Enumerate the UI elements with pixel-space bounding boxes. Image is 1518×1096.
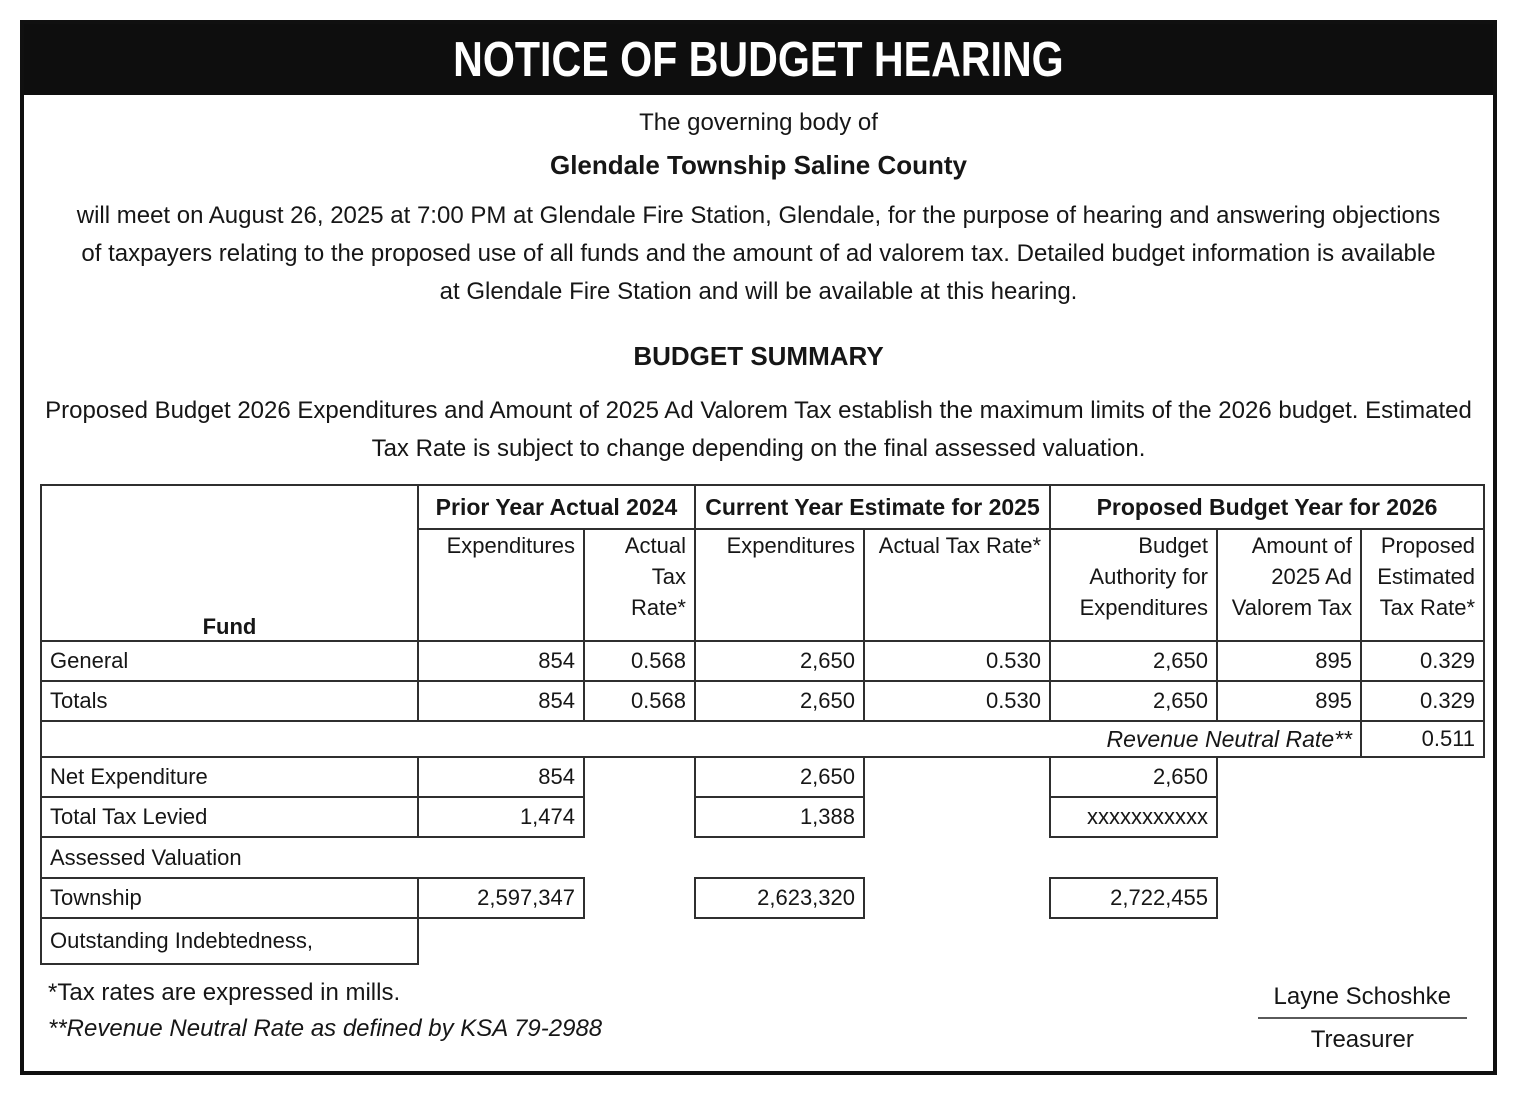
empty-cell — [695, 837, 864, 878]
table-row-revenue-neutral: Revenue Neutral Rate** 0.511 — [39, 720, 1486, 758]
table-cell: 854 — [417, 640, 585, 682]
empty-cell — [418, 837, 584, 878]
table-cell: 0.329 — [1360, 640, 1486, 682]
table-cell: 0.530 — [862, 640, 1052, 682]
table-row-general: General 854 0.568 2,650 0.530 2,650 895 … — [40, 640, 1486, 682]
subheader-expenditures-2024: Expenditures — [417, 528, 585, 642]
empty-cell — [584, 757, 695, 797]
title-bar: NOTICE OF BUDGET HEARING — [24, 24, 1493, 95]
group-header-current-year-2025: Current Year Estimate for 2025 — [693, 484, 1052, 530]
empty-cell — [695, 918, 864, 964]
table-row-total-tax-levied: Total Tax Levied 1,474 1,388 xxxxxxxxxxx — [40, 796, 1484, 838]
signature-title: Treasurer — [1310, 1026, 1414, 1053]
empty-cell — [1361, 797, 1484, 837]
table-sub-header-row: Expenditures Actual Tax Rate* Expenditur… — [41, 528, 1486, 642]
table-cell: 854 — [417, 756, 585, 798]
governing-body-line: The governing body of — [639, 109, 878, 136]
empty-cell — [864, 918, 1050, 964]
empty-cell — [1361, 757, 1484, 797]
empty-cell — [584, 878, 695, 918]
empty-cell — [864, 757, 1050, 797]
table-cell: 1,474 — [417, 796, 585, 838]
table-row-outstanding-indebtedness: Outstanding Indebtedness, — [40, 917, 1484, 965]
signature-block: Layne Schoshke Treasurer — [1257, 983, 1467, 1054]
empty-cell — [1217, 797, 1361, 837]
empty-cell — [584, 918, 695, 964]
table-cell: 854 — [417, 680, 585, 722]
table-cell: 2,597,347 — [417, 877, 585, 919]
subheader-budget-authority: Budget Authority for Expenditures — [1049, 528, 1219, 642]
table-cell: 2,650 — [694, 680, 865, 722]
table-cell: xxxxxxxxxxx — [1049, 796, 1219, 838]
budget-table: Fund Prior Year Actual 2024 Current Year… — [39, 484, 1486, 965]
empty-cell — [1050, 837, 1217, 878]
budget-summary-title: BUDGET SUMMARY — [633, 341, 884, 371]
row-label: Total Tax Levied — [40, 796, 419, 838]
table-row-township: Township 2,597,347 2,623,320 2,722,455 — [40, 877, 1484, 919]
group-header-proposed-2026: Proposed Budget Year for 2026 — [1049, 484, 1486, 530]
subheader-proposed-tax-rate: Proposed Estimated Tax Rate* — [1360, 528, 1486, 642]
table-row-totals: Totals 854 0.568 2,650 0.530 2,650 895 0… — [40, 680, 1486, 722]
table-cell: 2,650 — [694, 756, 865, 798]
table-cell: 2,650 — [1049, 756, 1219, 798]
table-cell: 0.568 — [583, 640, 696, 682]
row-label: Net Expenditure — [40, 756, 419, 798]
empty-cell — [1361, 837, 1484, 878]
row-label: Outstanding Indebtedness, — [40, 917, 419, 965]
table-row-assessed-valuation: Assessed Valuation — [40, 837, 1484, 878]
notice-page: NOTICE OF BUDGET HEARING The governing b… — [20, 20, 1497, 1075]
budget-summary-paragraph: Proposed Budget 2026 Expenditures and Am… — [45, 397, 1472, 462]
empty-cell — [1217, 757, 1361, 797]
subheader-actual-tax-rate-2025: Actual Tax Rate* — [862, 528, 1052, 642]
table-cell: 2,722,455 — [1049, 877, 1219, 919]
empty-cell — [1217, 878, 1361, 918]
empty-cell — [584, 837, 695, 878]
entity-name: Glendale Township Saline County — [549, 150, 967, 180]
signature-name: Layne Schoshke — [1257, 983, 1467, 1019]
fund-name-cell: General — [40, 640, 419, 682]
empty-cell — [1217, 837, 1361, 878]
table-group-header-row: Fund Prior Year Actual 2024 Current Year… — [40, 484, 1486, 642]
table-cell: 1,388 — [694, 796, 865, 838]
footnote-tax-rates: *Tax rates are expressed in mills. — [48, 979, 401, 1006]
page-title: NOTICE OF BUDGET HEARING — [453, 32, 1064, 87]
empty-cell — [864, 837, 1050, 878]
empty-cell — [1361, 878, 1484, 918]
fund-name-cell: Totals — [40, 680, 419, 722]
empty-cell — [1217, 918, 1361, 964]
footnotes: *Tax rates are expressed in mills. **Rev… — [48, 975, 602, 1047]
subheader-ad-valorem-tax: Amount of 2025 Ad Valorem Tax — [1216, 528, 1363, 642]
subheader-actual-tax-rate-2024: Actual Tax Rate* — [583, 528, 696, 642]
notice-body-paragraph: will meet on August 26, 2025 at 7:00 PM … — [76, 202, 1441, 305]
footnote-revenue-neutral: **Revenue Neutral Rate as defined by KSA… — [48, 1015, 603, 1042]
table-cell: 2,650 — [1049, 640, 1219, 682]
table-cell: 2,650 — [1049, 680, 1219, 722]
empty-cell — [1361, 918, 1484, 964]
subheader-expenditures-2025: Expenditures — [694, 528, 865, 642]
empty-cell — [584, 797, 695, 837]
empty-cell — [1050, 918, 1217, 964]
empty-cell — [418, 918, 584, 964]
table-cell: 0.568 — [583, 680, 696, 722]
footer-area: *Tax rates are expressed in mills. **Rev… — [48, 975, 1467, 1054]
empty-cell — [864, 797, 1050, 837]
row-label: Assessed Valuation — [40, 837, 418, 878]
fund-column-header: Fund — [40, 484, 419, 642]
table-cell: 0.329 — [1360, 680, 1486, 722]
table-cell: 895 — [1216, 680, 1363, 722]
table-cell: 895 — [1216, 640, 1363, 682]
table-cell: 0.530 — [862, 680, 1052, 722]
table-cell: 2,623,320 — [694, 877, 865, 919]
table-cell: 2,650 — [694, 640, 865, 682]
revenue-neutral-rate-label: Revenue Neutral Rate** — [39, 720, 1363, 758]
row-label: Township — [40, 877, 419, 919]
group-header-prior-year-2024: Prior Year Actual 2024 — [417, 484, 696, 530]
table-row-net-expenditure: Net Expenditure 854 2,650 2,650 — [40, 756, 1484, 798]
revenue-neutral-rate-value: 0.511 — [1360, 720, 1486, 758]
empty-cell — [864, 878, 1050, 918]
